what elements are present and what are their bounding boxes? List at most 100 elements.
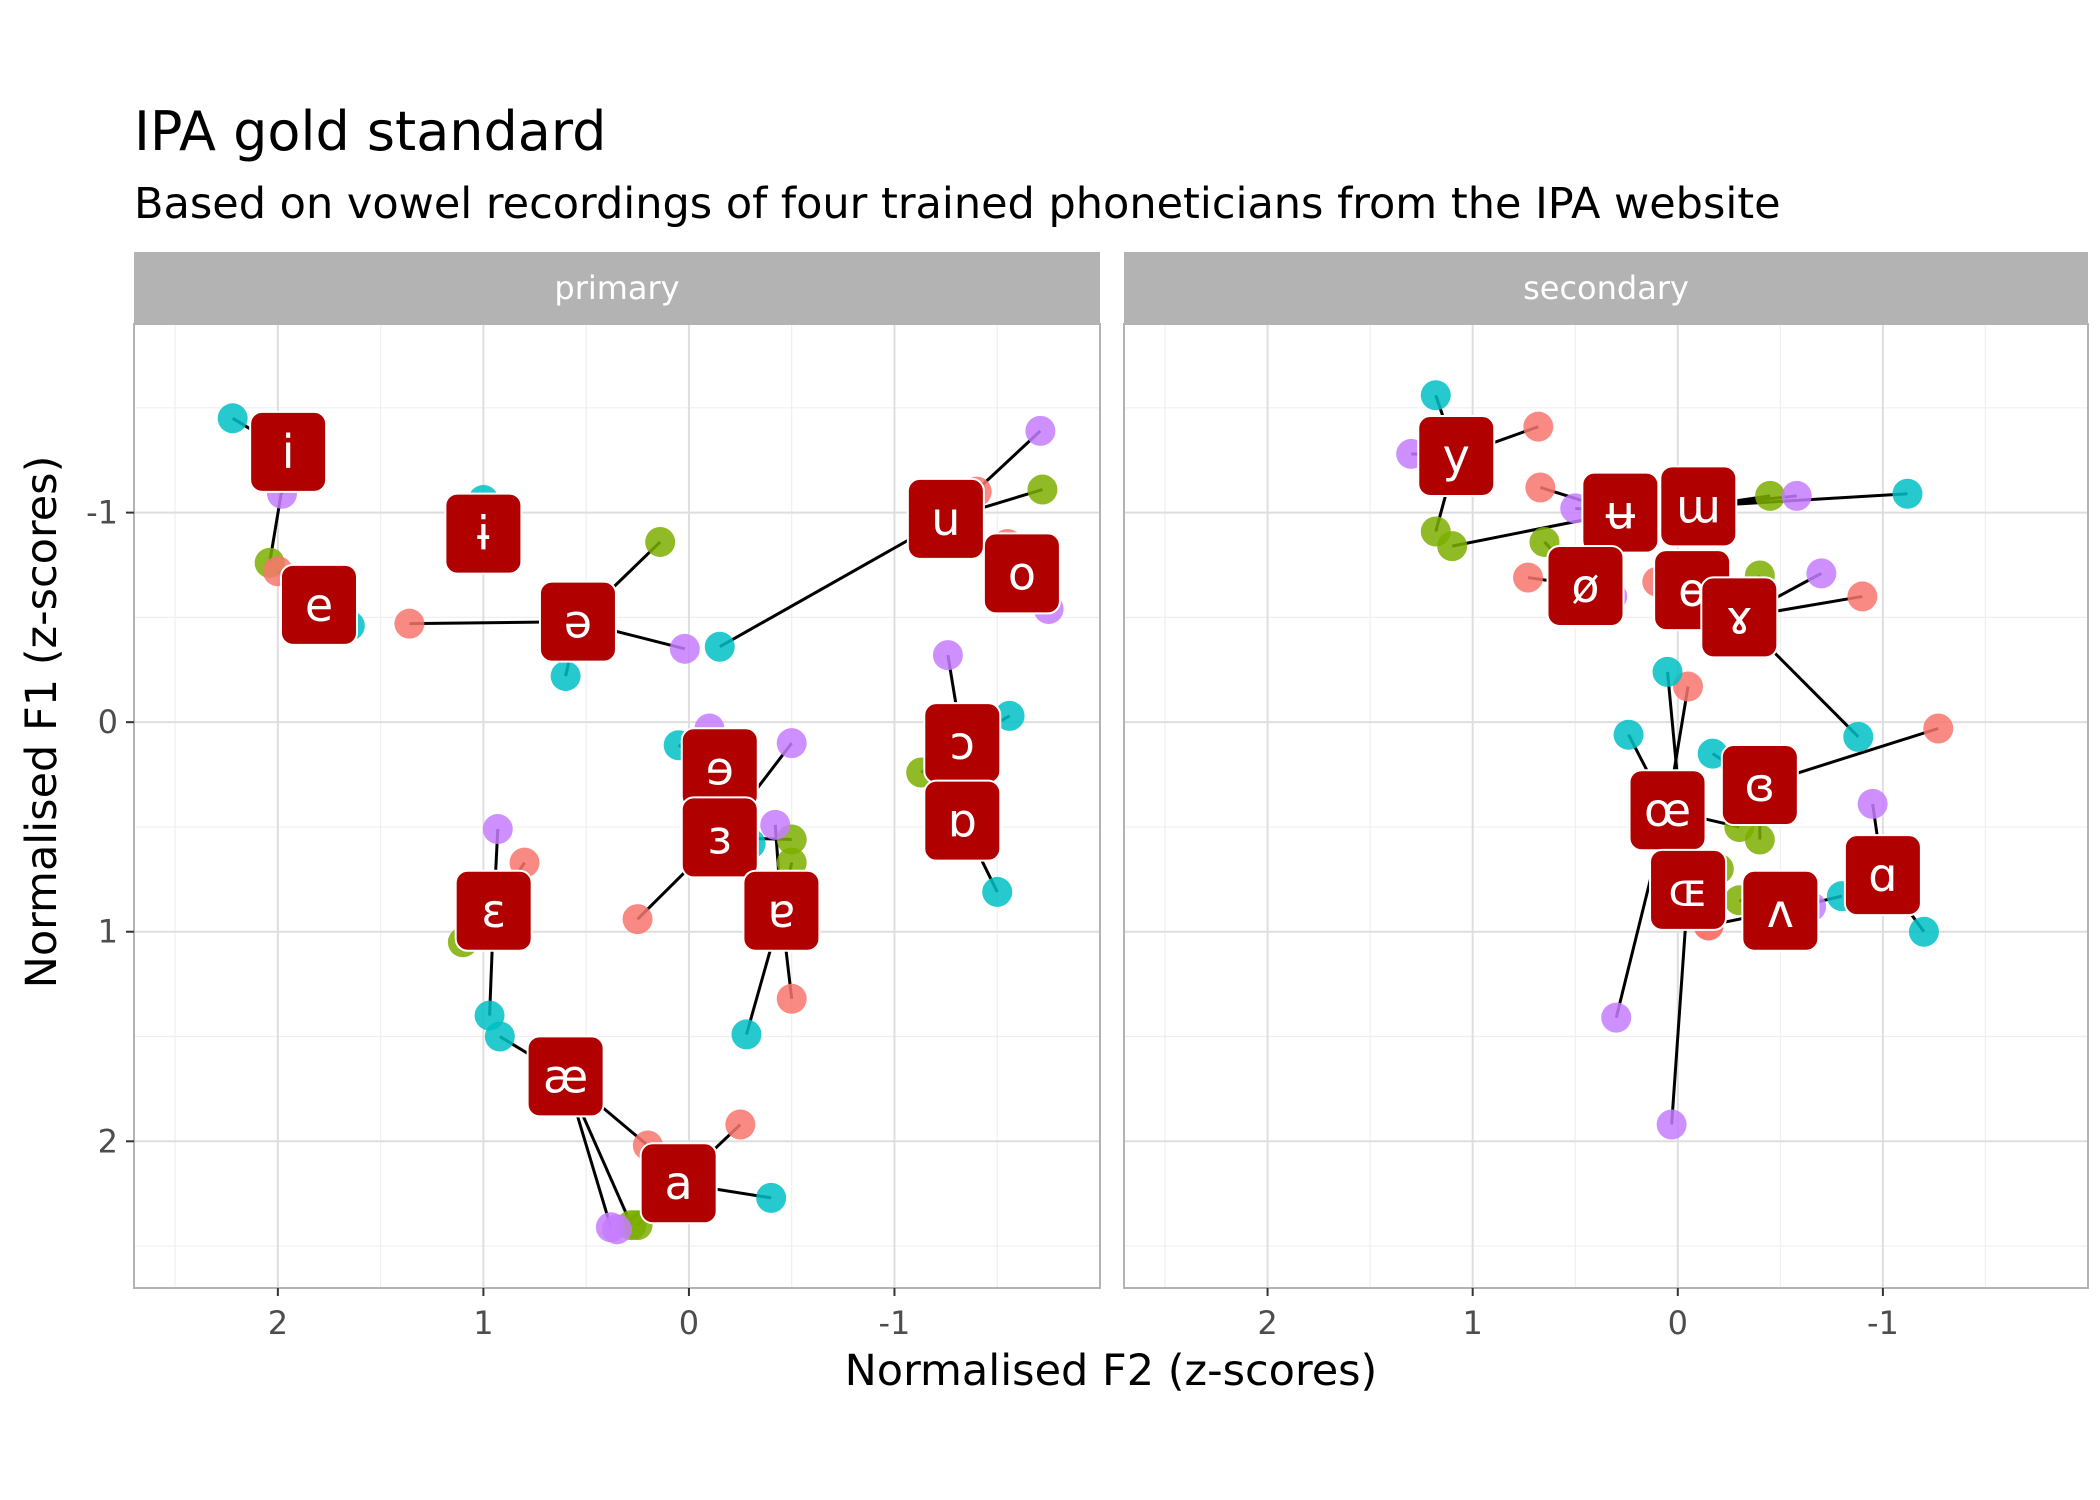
vowel-label-7: œ [1628,769,1707,852]
vowel-label-text: ɨ [477,507,490,561]
vowel-label-3: ø [1546,544,1625,627]
y-axis-title: Normalised F1 (z-scores) [17,456,67,989]
data-point [622,904,653,935]
data-point [1513,562,1544,593]
data-point [217,403,248,434]
vowel-label-box [1843,834,1922,917]
vowel-label-10: ɐ [742,869,821,952]
vowel-label-box [526,1035,605,1118]
vowel-label-5: ɤ [1700,576,1779,659]
data-point [731,1019,762,1050]
panel-primary: primary i e ɨ ə uo ɔɒ ɘɜɐ ɛ æ a [133,252,1101,1289]
vowel-label-text: ə [564,595,592,649]
data-point [1892,478,1923,509]
vowel-label-9: ʌ [1741,869,1820,952]
vowel-label-text: ɒ [948,794,977,848]
x-axis-title: Normalised F2 (z-scores) [845,1346,1378,1396]
x-tick-label: 0 [679,1304,699,1342]
vowel-label-8: ɘ [680,727,759,810]
y-tick-label: 1 [98,913,118,951]
vowel-label-box [1700,576,1779,659]
data-point [1843,721,1874,752]
x-tick-label: 2 [268,1304,288,1342]
vowel-label-text: u [931,492,960,546]
vowel-label-6: ɔ [923,702,1002,785]
data-point [669,633,700,664]
vowel-label-8: ɶ [1649,848,1728,931]
vowel-label-box [906,477,985,560]
data-point [1420,380,1451,411]
data-point [550,661,581,692]
data-point [482,814,513,845]
vowel-label-text: ɘ [706,741,734,795]
vowel-label-box [538,580,617,663]
chart-subtitle: Based on vowel recordings of four traine… [134,179,1781,229]
data-point [776,728,807,759]
facet-strip-secondary [1124,252,2088,324]
vowel-label-box [1659,465,1738,548]
y-tick-label: 0 [98,703,118,741]
data-point [1613,719,1644,750]
data-point [932,640,963,671]
panel-border-secondary [1123,323,2089,1289]
vowel-label-text: ɞ [1745,758,1776,812]
plot-area-secondary [1124,324,2088,1288]
data-point [994,700,1025,731]
vowel-label-text: æ [543,1049,588,1103]
vowel-label-box [1546,544,1625,627]
data-point [1857,788,1888,819]
vowel-label-text: ɑ [1868,848,1897,902]
vowel-label-4: u [906,477,985,560]
data-point [1847,581,1878,612]
vowel-label-box [1741,869,1820,952]
vowel-label-text: o [1008,546,1036,600]
vowel-label-5: o [982,532,1061,615]
vowel-label-1: e [279,563,358,646]
vowel-label-box [639,1142,718,1225]
vowel-label-text: ɔ [950,716,975,770]
vowel-label-text: a [665,1156,693,1210]
vowel-label-text: ɜ [708,810,732,864]
data-point [1525,472,1556,503]
vowel-label-text: œ [1644,783,1691,837]
vowel-labels-primary: i e ɨ ə uo ɔɒ ɘɜɐ ɛ æ a [249,410,1061,1225]
x-axis: 2 1 0 -1 2 1 0 -1 [268,1288,1899,1342]
data-point [1523,411,1554,442]
x-tick-label: 1 [1463,1304,1483,1342]
vowel-label-0: y [1417,415,1496,498]
x-tick-label: 1 [473,1304,493,1342]
vowel-label-text: y [1443,429,1470,483]
vowel-label-box [249,410,328,493]
facet-label-secondary: secondary [1523,269,1689,307]
y-axis: -1 0 1 2 [86,494,134,1160]
vowel-label-2: ɨ [444,492,523,575]
vowel-label-box [1417,415,1496,498]
data-point [1025,415,1056,446]
data-point [756,1182,787,1213]
vowel-label-box [1720,744,1799,827]
vowel-label-box [680,796,759,879]
data-point [1923,713,1954,744]
data-point [1437,531,1468,562]
x-tick-label: -1 [879,1304,911,1342]
vowel-label-0: i [249,410,328,493]
vowel-label-box [923,779,1002,862]
y-tick-label: 2 [98,1122,118,1160]
facet-strip-primary [134,252,1100,324]
vowel-label-box [444,492,523,575]
data-point [645,526,676,557]
vowel-label-9: ɜ [680,796,759,879]
vowel-label-1: ʉ [1581,471,1660,554]
data-point [1755,480,1786,511]
x-tick-label: 2 [1257,1304,1277,1342]
data-point [982,876,1013,907]
data-point [602,1214,632,1245]
facet-label-primary: primary [554,269,679,307]
data-point [776,983,807,1014]
data-point [1652,656,1683,687]
x-tick-label: -1 [1867,1304,1899,1342]
